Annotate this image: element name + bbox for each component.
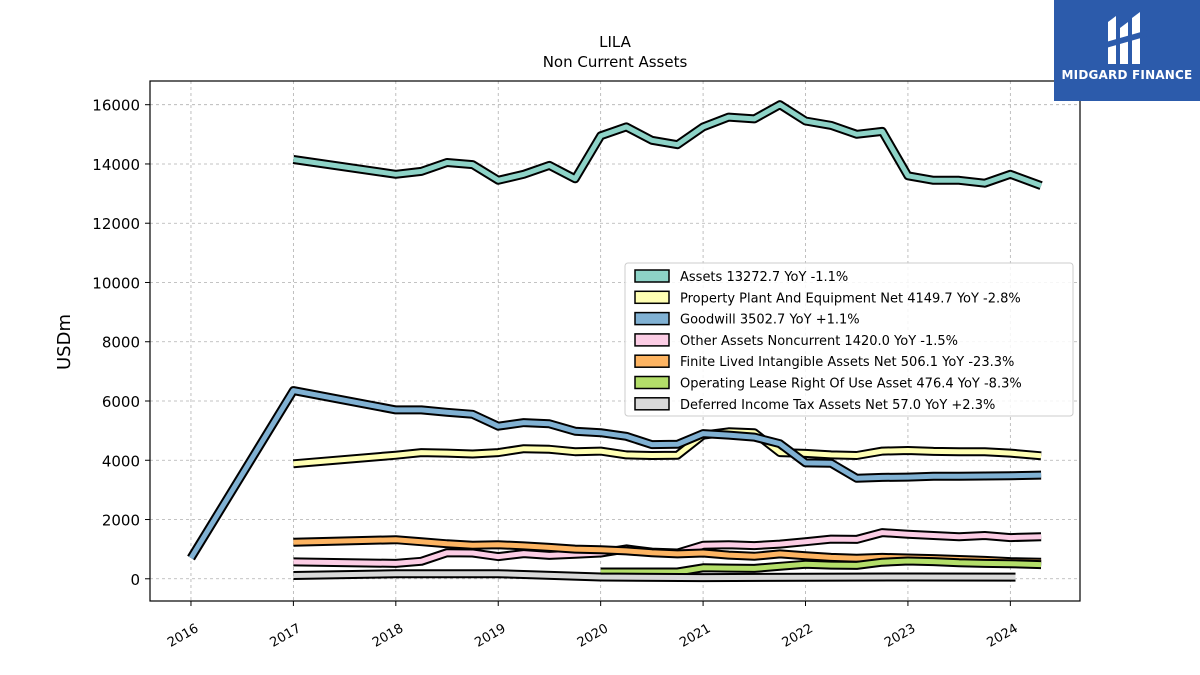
y-tick-label: 14000 bbox=[92, 156, 140, 174]
midgard-finance-logo-icon bbox=[1106, 12, 1148, 64]
x-tick-label: 2024 bbox=[985, 621, 1021, 651]
y-tick-label: 10000 bbox=[92, 274, 140, 292]
legend: Assets 13272.7 YoY -1.1% Property Plant A… bbox=[624, 262, 1074, 417]
x-tick-label: 2018 bbox=[370, 621, 406, 651]
legend-entry: Goodwill 3502.7 YoY +1.1% bbox=[680, 313, 860, 328]
series-7-line bbox=[293, 569, 1016, 583]
x-tick-label: 2016 bbox=[165, 621, 201, 651]
series-1-line bbox=[292, 100, 1043, 190]
y-axis-ticks: 0 2000 4000 6000 8000 10000 12000 14000 16000 bbox=[92, 97, 150, 589]
legend-entry: Finite Lived Intangible Assets Net 506.1… bbox=[680, 355, 1014, 370]
y-tick-label: 4000 bbox=[102, 452, 140, 470]
brand-name: MIDGARD FINANCE bbox=[1061, 68, 1193, 82]
plot-frame bbox=[149, 80, 1081, 602]
legend-entry: Property Plant And Equipment Net 4149.7 … bbox=[680, 291, 1021, 306]
legend-box bbox=[624, 262, 1074, 417]
x-tick-label: 2022 bbox=[780, 621, 816, 651]
legend-swatch bbox=[634, 269, 670, 283]
y-tick-label: 0 bbox=[130, 571, 140, 589]
legend-entry: Other Assets Noncurrent 1420.0 YoY -1.5% bbox=[680, 334, 958, 349]
y-tick-label: 6000 bbox=[102, 393, 140, 411]
legend-swatch bbox=[634, 397, 670, 411]
legend-entry: Operating Lease Right Of Use Asset 476.4… bbox=[680, 377, 1022, 392]
chart-subtitle: Non Current Assets bbox=[543, 53, 688, 71]
legend-swatch bbox=[634, 375, 670, 390]
series-layer bbox=[187, 100, 1043, 583]
x-tick-label: 2019 bbox=[472, 621, 508, 651]
x-tick-label: 2020 bbox=[575, 621, 611, 651]
y-axis-label: USDm bbox=[54, 314, 75, 370]
x-tick-label: 2017 bbox=[268, 621, 304, 651]
series-line-fill bbox=[293, 102, 1042, 188]
y-tick-label: 2000 bbox=[102, 512, 140, 530]
x-axis-ticks: 2016 2017 2018 2019 2020 2021 2022 2023 2024 bbox=[165, 601, 1021, 651]
series-6-line bbox=[600, 556, 1042, 577]
x-tick-label: 2023 bbox=[882, 621, 918, 651]
series-4-line bbox=[293, 528, 1042, 568]
y-tick-label: 16000 bbox=[92, 97, 140, 115]
x-tick-label: 2021 bbox=[677, 621, 713, 651]
legend-entry: Deferred Income Tax Assets Net 57.0 YoY … bbox=[680, 398, 995, 413]
legend-swatch bbox=[634, 311, 670, 326]
chart-title: LILA bbox=[599, 33, 631, 51]
series-line-fill bbox=[293, 571, 1016, 581]
legend-entry: Assets 13272.7 YoY -1.1% bbox=[680, 270, 848, 285]
series-3-line bbox=[187, 386, 1042, 561]
legend-swatch bbox=[634, 333, 670, 347]
series-line-fill bbox=[188, 388, 1042, 560]
legend-swatch bbox=[634, 354, 670, 368]
y-tick-label: 8000 bbox=[102, 334, 140, 352]
y-tick-label: 12000 bbox=[92, 215, 140, 233]
legend-swatch bbox=[634, 290, 670, 305]
brand-logo: MIDGARD FINANCE bbox=[1054, 0, 1200, 101]
series-line-fill bbox=[293, 530, 1042, 566]
series-line-fill bbox=[600, 558, 1042, 575]
